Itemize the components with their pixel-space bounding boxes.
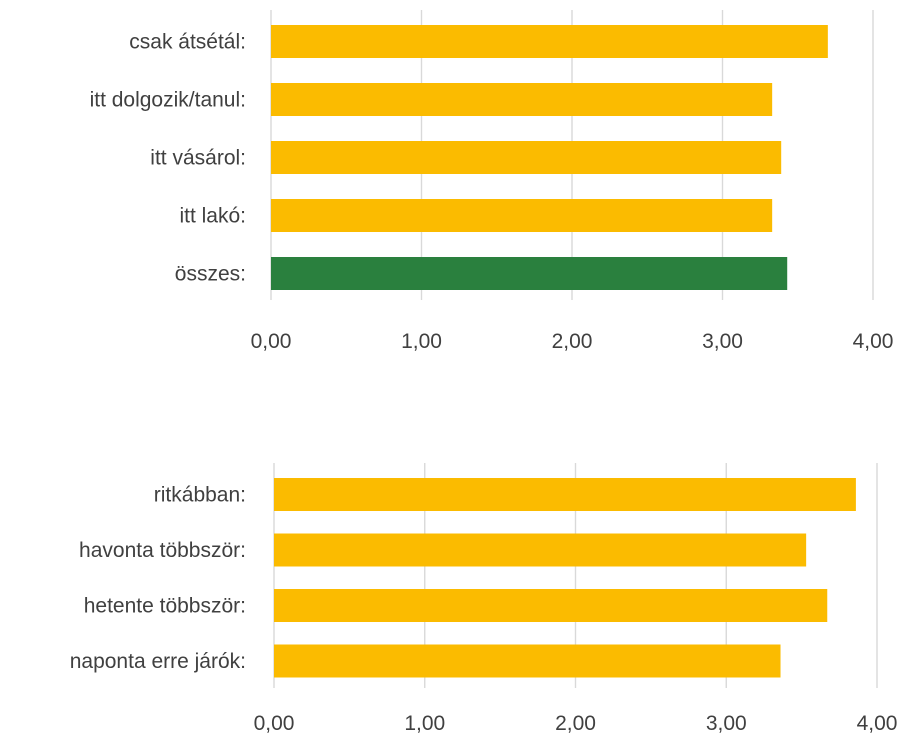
x-tick-label: 4,00	[853, 330, 894, 353]
x-tick-label: 3,00	[706, 712, 747, 735]
category-label: itt vásárol:	[150, 147, 246, 170]
x-tick-label: 4,00	[857, 712, 898, 735]
bar	[271, 141, 782, 174]
bar	[271, 83, 773, 116]
category-label: itt dolgozik/tanul:	[90, 89, 246, 112]
x-tick-label: 3,00	[702, 330, 743, 353]
bar	[271, 25, 828, 58]
x-tick-label: 0,00	[254, 712, 295, 735]
category-label: hetente többször:	[84, 595, 246, 618]
x-tick-label: 1,00	[404, 712, 445, 735]
x-tick-label: 1,00	[401, 330, 442, 353]
category-label: ritkábban:	[154, 484, 246, 507]
bar	[274, 533, 807, 567]
category-label: csak átsétál:	[129, 31, 246, 54]
category-label: naponta erre járók:	[70, 650, 246, 673]
category-label: havonta többször:	[79, 539, 246, 562]
category-label: itt lakó:	[179, 205, 246, 228]
x-tick-label: 2,00	[552, 330, 593, 353]
chart-visitor-type: csak átsétál: itt dolgozik/tanul: itt vásá…	[90, 10, 894, 353]
x-tick-label: 2,00	[555, 712, 596, 735]
bar	[274, 478, 856, 511]
chart-visit-frequency: ritkábban: havonta többször: hetente többs…	[70, 463, 898, 735]
x-tick-label: 0,00	[251, 330, 292, 353]
bar	[271, 199, 773, 232]
bar	[274, 589, 828, 622]
category-label: összes:	[175, 263, 246, 286]
bar	[274, 644, 781, 678]
bar	[271, 257, 788, 290]
